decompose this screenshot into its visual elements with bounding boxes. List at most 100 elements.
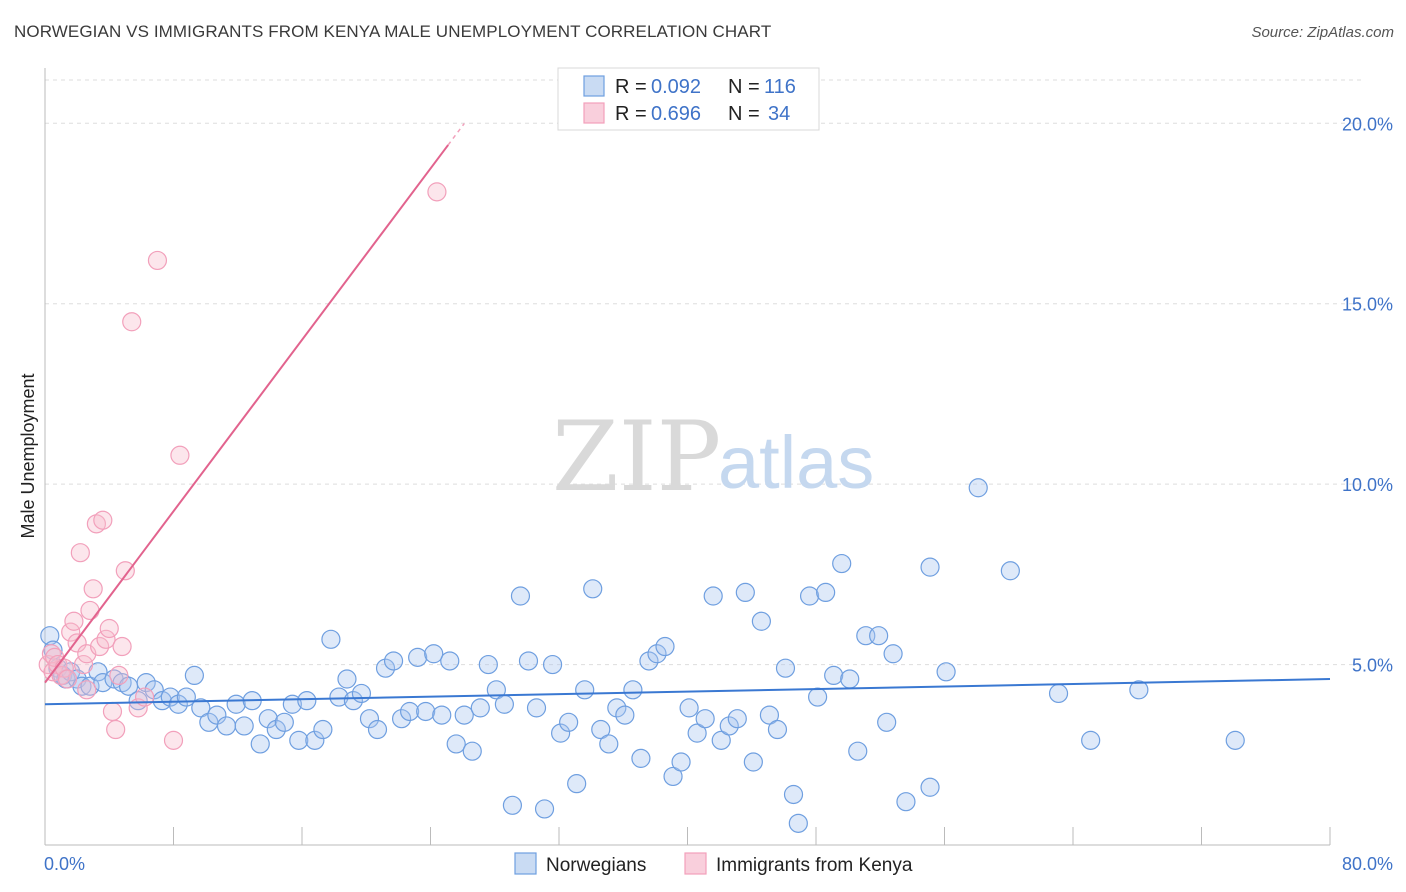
point-kenya <box>90 636 110 657</box>
chart-title: NORWEGIAN VS IMMIGRANTS FROM KENYA MALE … <box>14 22 772 41</box>
point-norwegians <box>711 730 731 750</box>
point-norwegians <box>207 705 227 725</box>
point-norwegians <box>329 687 349 707</box>
point-kenya <box>109 665 129 686</box>
point-norwegians <box>454 705 474 725</box>
point-norwegians <box>751 611 771 631</box>
point-norwegians <box>695 709 715 729</box>
point-kenya <box>147 250 168 271</box>
point-norwegians <box>216 716 237 736</box>
point-norwegians <box>591 719 611 740</box>
point-norwegians <box>383 651 404 671</box>
stats-swatch-pink <box>583 102 605 124</box>
stats-n-label-2: N = <box>728 103 760 125</box>
point-norwegians <box>1225 730 1245 750</box>
point-norwegians <box>168 694 188 714</box>
y-tick-label: 15.0% <box>1342 295 1393 315</box>
point-norwegians <box>526 698 547 718</box>
legend-swatch-norwegians <box>514 852 537 875</box>
point-kenya <box>80 600 100 621</box>
point-norwegians <box>920 777 940 797</box>
point-norwegians <box>759 705 780 725</box>
legend-swatch-kenya <box>684 852 707 875</box>
point-norwegians <box>367 719 388 740</box>
stats-n-value-1: 116 <box>764 76 796 98</box>
point-kenya <box>99 618 119 639</box>
point-kenya <box>57 669 78 689</box>
stats-r-label-2: R = <box>615 103 647 125</box>
point-norwegians <box>391 709 412 729</box>
point-norwegians <box>639 651 659 671</box>
point-norwegians <box>599 734 619 754</box>
point-norwegians <box>80 676 100 696</box>
point-norwegians <box>250 734 270 754</box>
point-norwegians <box>408 647 428 667</box>
point-norwegians <box>896 792 916 812</box>
point-norwegians <box>816 582 836 603</box>
point-kenya <box>96 629 116 649</box>
point-norwegians <box>1048 683 1069 704</box>
point-kenya <box>64 611 84 631</box>
point-norwegians <box>883 644 903 664</box>
point-norwegians <box>647 644 667 664</box>
point-norwegians <box>494 694 514 714</box>
legend-label-norwegians: Norwegians <box>546 855 646 876</box>
point-norwegians <box>767 719 788 740</box>
point-norwegians <box>719 716 739 736</box>
point-norwegians <box>234 716 254 736</box>
trend-line-norwegians <box>44 678 1331 706</box>
legend-label-kenya: Immigrants from Kenya <box>716 855 913 876</box>
legend: Norwegians Immigrants from Kenya <box>514 852 913 876</box>
point-norwegians <box>1129 680 1149 700</box>
point-norwegians <box>567 774 587 794</box>
point-norwegians <box>920 557 940 577</box>
point-norwegians <box>968 478 988 498</box>
point-kenya <box>112 636 132 657</box>
stats-r-value-2: 0.696 <box>651 103 701 125</box>
stats-n-value-2: 34 <box>768 103 790 125</box>
point-norwegians <box>478 654 498 675</box>
point-kenya <box>86 514 107 534</box>
axes <box>44 68 1331 846</box>
watermark-atlas: atlas <box>718 421 874 504</box>
point-norwegians <box>735 582 755 603</box>
stats-box: R = 0.092 N = 116 R = 0.696 N = 34 <box>557 67 820 131</box>
point-kenya <box>70 543 90 563</box>
point-kenya <box>61 622 81 642</box>
point-norwegians <box>703 586 723 606</box>
point-norwegians <box>869 626 889 646</box>
y-tick-label: 20.0% <box>1342 114 1393 134</box>
stats-r-label-1: R = <box>615 76 647 98</box>
point-norwegians <box>824 665 844 686</box>
point-norwegians <box>136 673 156 693</box>
point-norwegians <box>375 658 396 678</box>
point-norwegians <box>297 691 317 711</box>
x-tick-label-min: 0.0% <box>44 854 85 874</box>
point-norwegians <box>462 741 482 761</box>
point-norwegians <box>128 691 148 711</box>
stats-swatch-blue <box>583 75 605 97</box>
point-norwegians <box>877 712 897 732</box>
point-norwegians <box>848 741 868 761</box>
point-norwegians <box>1000 561 1020 581</box>
point-norwegians <box>799 586 820 606</box>
y-tick-label: 10.0% <box>1342 475 1393 495</box>
point-norwegians <box>775 658 796 678</box>
point-norwegians <box>510 586 531 606</box>
point-norwegians <box>559 712 579 732</box>
point-norwegians <box>551 723 571 743</box>
stats-r-value-1: 0.092 <box>651 76 701 98</box>
point-kenya <box>93 510 113 530</box>
point-norwegians <box>743 752 763 772</box>
point-norwegians <box>321 629 341 649</box>
point-norwegians <box>623 680 643 700</box>
point-norwegians <box>191 698 211 718</box>
point-norwegians <box>788 813 808 833</box>
point-norwegians <box>266 719 286 740</box>
point-kenya <box>115 561 135 581</box>
point-norwegians <box>936 662 956 682</box>
point-kenya <box>170 445 190 465</box>
point-norwegians <box>416 701 436 722</box>
point-norwegians <box>432 705 452 725</box>
